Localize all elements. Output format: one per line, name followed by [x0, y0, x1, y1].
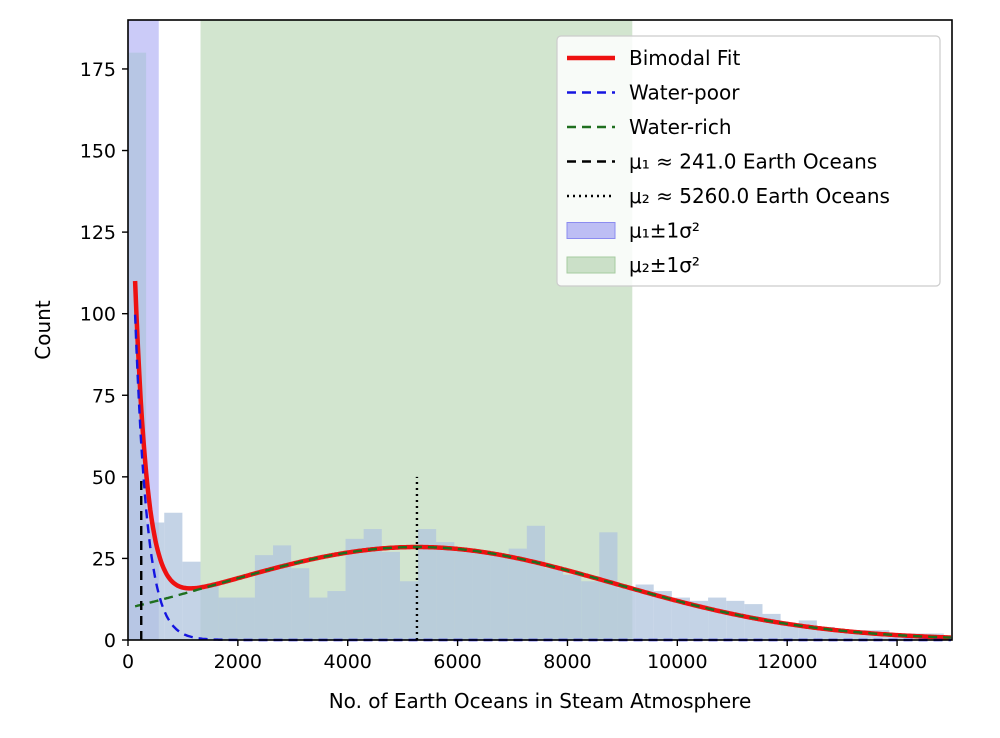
plot-frame	[127, 19, 953, 641]
x-tick-label: 14000	[867, 651, 927, 673]
y-tick-label: 0	[104, 630, 116, 652]
histogram-bar	[254, 555, 274, 640]
x-tick-label: 10000	[647, 651, 707, 673]
histogram-bar	[454, 548, 473, 640]
histogram-bar	[490, 555, 509, 640]
histogram-bar	[363, 529, 382, 640]
histogram-bar	[853, 630, 872, 640]
histogram-bar	[798, 620, 817, 640]
histogram-bars	[128, 52, 952, 640]
legend-label: Bimodal Fit	[629, 46, 740, 70]
histogram-bar	[526, 525, 545, 640]
histogram-bar	[164, 512, 183, 640]
histogram-bar	[436, 542, 455, 640]
histogram-bar	[744, 604, 763, 640]
histogram-bar	[834, 630, 854, 640]
histogram-bar	[544, 568, 564, 640]
legend-box	[556, 35, 941, 287]
histogram-bar	[273, 545, 292, 640]
y-tick-label: 75	[92, 385, 116, 407]
x-tick-label: 8000	[543, 651, 591, 673]
x-tick-label: 0	[122, 651, 134, 673]
legend-label: μ₂ ≈ 5260.0 Earth Oceans	[629, 184, 890, 208]
histogram-bar	[381, 551, 400, 640]
legend: Bimodal Fit Water-poor Water-rich μ₁ ≈ 241.…	[556, 35, 941, 287]
x-tick-label: 6000	[433, 651, 481, 673]
histogram-bar	[200, 584, 219, 640]
legend-swatch	[566, 222, 616, 239]
y-axis-label: Count	[31, 300, 55, 360]
histogram-bar	[236, 597, 255, 640]
x-tick-label: 2000	[214, 651, 262, 673]
y-tick-label: 25	[92, 548, 116, 570]
histogram-bar	[689, 600, 709, 640]
histogram-bar	[653, 591, 672, 640]
histogram-bar	[399, 581, 419, 640]
histogram-bar	[345, 538, 364, 640]
x-tick-label: 4000	[324, 651, 372, 673]
y-axis: 0 25 50 75 100 125 150 175	[80, 59, 128, 652]
histogram-bar	[635, 584, 654, 640]
histogram-bar	[218, 597, 237, 640]
y-tick-label: 175	[80, 59, 116, 81]
y-tick-label: 100	[80, 304, 116, 326]
y-tick-label: 50	[92, 467, 116, 489]
x-tick-label: 12000	[757, 651, 817, 673]
legend-label: μ₁±1σ²	[629, 219, 700, 243]
y-tick-label: 125	[80, 222, 116, 244]
x-axis: 0 2000 4000 6000 8000 10000 12000 14000	[122, 640, 927, 673]
histogram-bar	[581, 581, 600, 640]
x-axis-label: No. of Earth Oceans in Steam Atmosphere	[329, 689, 752, 713]
histogram-bar	[780, 623, 799, 640]
legend-label: Water-poor	[629, 81, 740, 105]
histogram-bar	[182, 561, 201, 640]
y-tick-label: 150	[80, 141, 116, 163]
water-rich-line	[134, 545, 951, 639]
histogram-bar	[726, 600, 745, 640]
legend-swatch	[566, 256, 616, 274]
histogram-bar	[291, 568, 310, 640]
histogram-bar	[708, 597, 727, 640]
legend-label: μ₁ ≈ 241.0 Earth Oceans	[629, 150, 877, 174]
histogram-bar	[762, 613, 781, 640]
histogram-bar	[472, 551, 491, 640]
histogram-bar	[418, 529, 437, 640]
legend-label: μ₂±1σ²	[629, 253, 700, 277]
histogram-bar	[617, 587, 636, 640]
histogram-bar	[327, 591, 346, 640]
histogram-bar	[309, 597, 328, 640]
histogram-bar	[599, 532, 618, 640]
histogram-bar	[563, 574, 582, 640]
legend-label: Water-rich	[629, 115, 732, 139]
histogram-bar	[671, 597, 690, 640]
histogram-bar	[508, 548, 527, 640]
mean-lines	[140, 476, 419, 640]
